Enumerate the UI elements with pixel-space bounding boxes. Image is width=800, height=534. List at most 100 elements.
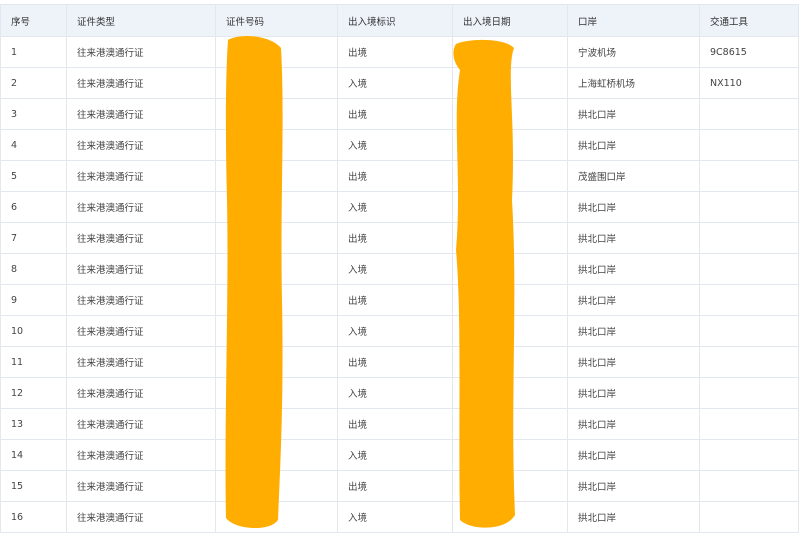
cell: 16 xyxy=(0,501,67,533)
cell: 拱北口岸 xyxy=(567,191,700,223)
cell xyxy=(452,408,568,440)
cell: 9 xyxy=(0,284,67,316)
cell: 出境 xyxy=(337,98,453,130)
cell: 往来港澳通行证 xyxy=(66,408,216,440)
cell: 拱北口岸 xyxy=(567,501,700,533)
cell xyxy=(215,439,338,471)
cell: 往来港澳通行证 xyxy=(66,36,216,68)
table-row: 14 往来港澳通行证 入境 拱北口岸 xyxy=(0,439,799,471)
cell xyxy=(452,315,568,347)
cell: 往来港澳通行证 xyxy=(66,377,216,409)
cell xyxy=(452,346,568,378)
cell: 拱北口岸 xyxy=(567,222,700,254)
cell xyxy=(699,470,799,502)
cell xyxy=(215,315,338,347)
cell xyxy=(452,470,568,502)
cell: 拱北口岸 xyxy=(567,408,700,440)
cell: 拱北口岸 xyxy=(567,284,700,316)
cell: 9C8615 xyxy=(699,36,799,68)
cell xyxy=(215,129,338,161)
cell: 14 xyxy=(0,439,67,471)
cell xyxy=(699,408,799,440)
column-header: 出入境标识 xyxy=(337,4,453,37)
cell: 拱北口岸 xyxy=(567,253,700,285)
cell: 往来港澳通行证 xyxy=(66,346,216,378)
cell: 入境 xyxy=(337,253,453,285)
cell xyxy=(699,253,799,285)
column-header: 证件类型 xyxy=(66,4,216,37)
cell xyxy=(699,501,799,533)
cell xyxy=(452,36,568,68)
records-table: 序号 证件类型 证件号码 出入境标识 出入境日期 口岸 交通工具 1 往来港澳通行证 出境 宁波机… xyxy=(0,4,799,533)
cell xyxy=(699,315,799,347)
cell xyxy=(215,160,338,192)
column-header: 序号 xyxy=(0,4,67,37)
cell xyxy=(215,346,338,378)
cell: 入境 xyxy=(337,191,453,223)
cell xyxy=(452,501,568,533)
table-row: 6 往来港澳通行证 入境 拱北口岸 xyxy=(0,191,799,223)
cell: 往来港澳通行证 xyxy=(66,315,216,347)
cell: 出境 xyxy=(337,284,453,316)
cell: 往来港澳通行证 xyxy=(66,160,216,192)
cell: 入境 xyxy=(337,315,453,347)
cell xyxy=(452,191,568,223)
table-row: 3 往来港澳通行证 出境 拱北口岸 xyxy=(0,98,799,130)
cell: 拱北口岸 xyxy=(567,315,700,347)
cell: 15 xyxy=(0,470,67,502)
cell: 出境 xyxy=(337,470,453,502)
cell xyxy=(215,408,338,440)
column-header: 出入境日期 xyxy=(452,4,568,37)
cell xyxy=(699,284,799,316)
cell: 往来港澳通行证 xyxy=(66,284,216,316)
cell: 拱北口岸 xyxy=(567,346,700,378)
cell xyxy=(699,98,799,130)
header-row: 序号 证件类型 证件号码 出入境标识 出入境日期 口岸 交通工具 xyxy=(0,4,799,37)
cell xyxy=(699,129,799,161)
cell: 13 xyxy=(0,408,67,440)
cell xyxy=(215,191,338,223)
table-row: 1 往来港澳通行证 出境 宁波机场 9C8615 xyxy=(0,36,799,68)
cell: 往来港澳通行证 xyxy=(66,129,216,161)
cell: 宁波机场 xyxy=(567,36,700,68)
cell xyxy=(699,160,799,192)
column-header: 口岸 xyxy=(567,4,700,37)
cell: 茂盛围口岸 xyxy=(567,160,700,192)
cell: 拱北口岸 xyxy=(567,129,700,161)
cell: 往来港澳通行证 xyxy=(66,501,216,533)
table-body: 1 往来港澳通行证 出境 宁波机场 9C8615 2 往来港澳通行证 入境 上海虹桥机场 NX11… xyxy=(0,36,799,533)
cell: 上海虹桥机场 xyxy=(567,67,700,99)
cell xyxy=(452,222,568,254)
cell xyxy=(699,191,799,223)
cell: 入境 xyxy=(337,129,453,161)
cell: 8 xyxy=(0,253,67,285)
cell: 出境 xyxy=(337,408,453,440)
cell xyxy=(699,346,799,378)
table-row: 13 往来港澳通行证 出境 拱北口岸 xyxy=(0,408,799,440)
table-row: 5 往来港澳通行证 出境 茂盛围口岸 xyxy=(0,160,799,192)
cell xyxy=(452,284,568,316)
cell: 拱北口岸 xyxy=(567,377,700,409)
cell xyxy=(215,470,338,502)
cell: 6 xyxy=(0,191,67,223)
table-row: 10 往来港澳通行证 入境 拱北口岸 xyxy=(0,315,799,347)
cell: 入境 xyxy=(337,67,453,99)
cell: 往来港澳通行证 xyxy=(66,470,216,502)
cell: 往来港澳通行证 xyxy=(66,67,216,99)
cell: 拱北口岸 xyxy=(567,470,700,502)
cell xyxy=(452,129,568,161)
cell xyxy=(215,284,338,316)
column-header: 证件号码 xyxy=(215,4,338,37)
cell: 4 xyxy=(0,129,67,161)
cell: 拱北口岸 xyxy=(567,439,700,471)
cell: 出境 xyxy=(337,36,453,68)
cell: 往来港澳通行证 xyxy=(66,222,216,254)
cell: 5 xyxy=(0,160,67,192)
table-row: 7 往来港澳通行证 出境 拱北口岸 xyxy=(0,222,799,254)
cell: 入境 xyxy=(337,439,453,471)
cell: 10 xyxy=(0,315,67,347)
cell xyxy=(215,222,338,254)
cell: 往来港澳通行证 xyxy=(66,191,216,223)
cell xyxy=(215,377,338,409)
